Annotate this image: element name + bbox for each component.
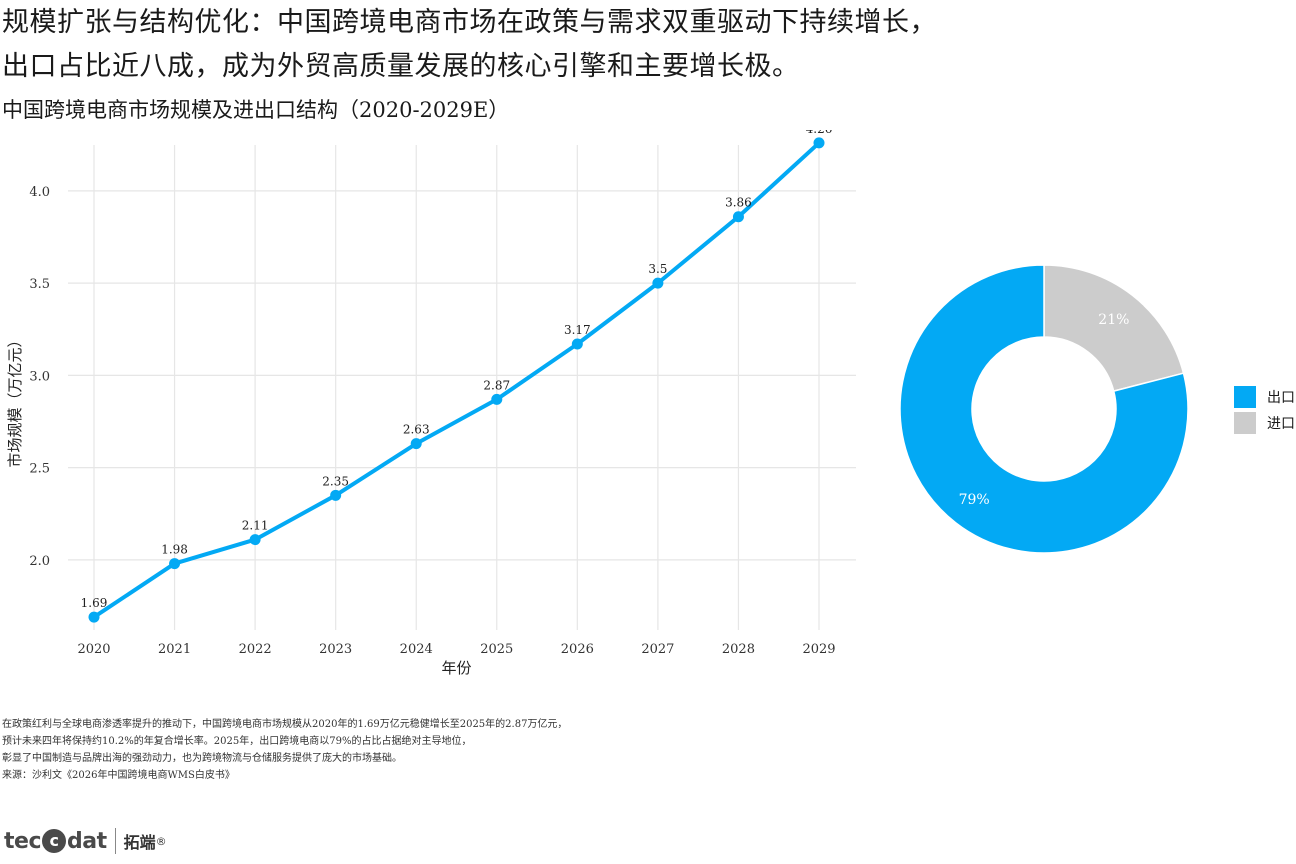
logo-wordmark: tec c dat: [4, 829, 107, 854]
data-label: 2.63: [403, 423, 430, 437]
donut-labels: 21% 79%: [959, 312, 1130, 508]
x-tick-label: 2027: [641, 642, 674, 657]
donut-slices: [899, 264, 1189, 554]
y-tick-label: 3.0: [29, 369, 50, 384]
logo-circle-icon: c: [41, 829, 66, 853]
logo-chinese-name: 拓端: [123, 833, 156, 852]
logo-text-left: tec: [4, 828, 41, 854]
data-point: [169, 558, 181, 570]
footnote-line-1: 在政策红利与全球电商渗透率提升的推动下，中国跨境电商市场规模从2020年的1.6…: [2, 719, 568, 730]
y-tick-label: 3.5: [29, 277, 50, 292]
chart-title-line-1: 规模扩张与结构优化：中国跨境电商市场在政策与需求双重驱动下持续增长，: [2, 7, 937, 38]
x-tick-label: 2026: [561, 642, 594, 657]
footnote-source: 来源：沙利文《2026年中国跨境电商WMS白皮书》: [2, 770, 235, 781]
import-export-donut-chart: 21% 79%: [899, 264, 1189, 554]
legend-item-import: 进口: [1234, 410, 1295, 436]
brand-logo: tec c dat 拓端 ®: [4, 824, 167, 858]
data-label: 2.11: [242, 519, 269, 533]
line-chart-y-ticks: 2.0 2.5 3.0 3.5 4.0: [29, 185, 50, 569]
data-label: 3.5: [648, 262, 667, 276]
data-label: 1.69: [81, 596, 108, 610]
legend-label-export: 出口: [1267, 390, 1295, 406]
y-tick-label: 4.0: [29, 185, 50, 200]
logo-divider: [114, 828, 116, 854]
data-label: 3.86: [725, 196, 752, 210]
donut-slice-export: [899, 264, 1189, 554]
legend-swatch-export: [1234, 386, 1256, 408]
footnote-line-3: 彰显了中国制造与品牌出海的强劲动力，也为跨境物流与仓储服务提供了庞大的市场基础。: [2, 753, 402, 764]
market-size-line-chart: 2.0 2.5 3.0 3.5 4.0 2020 2021 2022 2023 2024 2025…: [6, 130, 856, 677]
data-point: [410, 438, 422, 450]
legend-swatch-import: [1234, 412, 1256, 434]
line-chart-x-ticks: 2020 2021 2022 2023 2024 2025 2026 2027 2028 2029: [77, 642, 835, 657]
data-point: [330, 489, 342, 501]
y-tick-label: 2.0: [29, 554, 50, 569]
chart-title-line-2: 出口占比近八成，成为外贸高质量发展的核心引擎和主要增长极。: [2, 51, 800, 82]
x-tick-label: 2020: [77, 642, 110, 657]
x-tick-label: 2024: [400, 642, 433, 657]
x-tick-label: 2021: [158, 642, 191, 657]
chart-subtitle: 中国跨境电商市场规模及进出口结构（2020-2029E）: [2, 98, 510, 122]
data-point: [249, 534, 261, 546]
data-point: [652, 277, 664, 289]
footnote-line-2: 预计未来四年将保持约10.2%的年复合增长率。2025年，出口跨境电商以79%的…: [2, 736, 472, 747]
x-tick-label: 2022: [239, 642, 272, 657]
data-label: 1.98: [161, 543, 188, 557]
data-point: [491, 393, 503, 405]
donut-label-import: 21%: [1098, 312, 1129, 328]
y-axis-label: 市场规模（万亿元）: [6, 332, 24, 467]
data-label: 2.35: [322, 474, 349, 488]
donut-slice-import: [1043, 264, 1185, 393]
legend-item-export: 出口: [1234, 384, 1295, 410]
data-point: [732, 211, 744, 223]
data-label: 4.26: [806, 130, 833, 136]
x-tick-label: 2029: [802, 642, 835, 657]
donut-label-export: 79%: [959, 492, 990, 508]
x-tick-label: 2025: [480, 642, 513, 657]
data-label: 3.17: [564, 323, 591, 337]
line-chart-data-labels: 1.69 1.98 2.11 2.35 2.63 2.87 3.17 3.5 3.86 4.26: [81, 130, 833, 610]
x-axis-label: 年份: [441, 659, 471, 677]
footnote: 在政策红利与全球电商渗透率提升的推动下，中国跨境电商市场规模从2020年的1.6…: [2, 716, 567, 784]
logo-text-right: dat: [66, 828, 107, 854]
x-tick-label: 2023: [319, 642, 352, 657]
y-tick-label: 2.5: [29, 462, 50, 477]
line-chart-points: [88, 137, 825, 623]
donut-legend: 出口 进口: [1234, 384, 1295, 436]
line-chart-grid: [68, 145, 856, 630]
data-label: 2.87: [483, 378, 510, 392]
data-point: [813, 137, 825, 149]
data-point: [88, 611, 100, 623]
registered-mark: ®: [155, 834, 167, 848]
legend-label-import: 进口: [1267, 416, 1295, 432]
x-tick-label: 2028: [722, 642, 755, 657]
series-line-market-size: [92, 140, 821, 620]
data-point: [571, 338, 583, 350]
